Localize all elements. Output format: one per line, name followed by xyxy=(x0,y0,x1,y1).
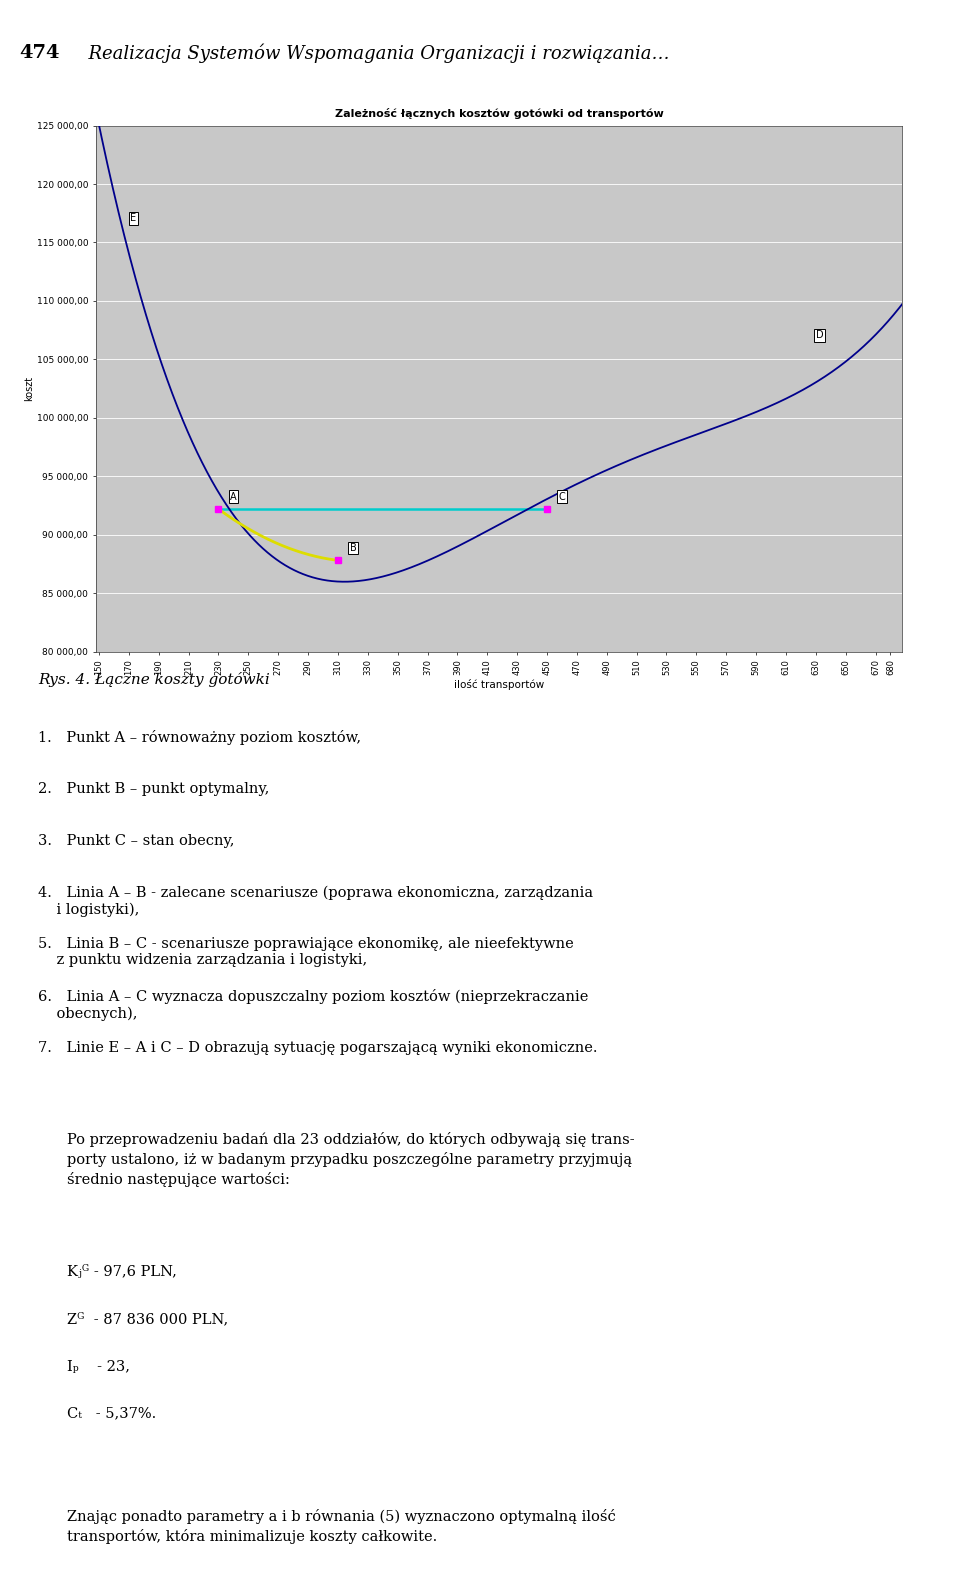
Text: Znając ponadto parametry a i b równania (5) wyznaczono optymalną ilość
transport: Znając ponadto parametry a i b równania … xyxy=(67,1509,616,1543)
Text: 6. Linia A – C wyznacza dopuszczalny poziom kosztów (nieprzekraczanie
    obecny: 6. Linia A – C wyznacza dopuszczalny poz… xyxy=(38,989,588,1020)
Y-axis label: koszt: koszt xyxy=(24,375,34,402)
Text: Cₜ   - 5,37%.: Cₜ - 5,37%. xyxy=(67,1407,156,1421)
Text: E: E xyxy=(131,214,136,223)
Text: Zᴳ  - 87 836 000 PLN,: Zᴳ - 87 836 000 PLN, xyxy=(67,1313,228,1327)
Text: C: C xyxy=(559,491,565,501)
Text: Rys. 4. Łączne koszty gotówki: Rys. 4. Łączne koszty gotówki xyxy=(38,672,270,688)
Text: 7. Linie E – A i C – D obrazują sytuację pogarszającą wyniki ekonomiczne.: 7. Linie E – A i C – D obrazują sytuację… xyxy=(38,1041,598,1055)
Text: D: D xyxy=(816,330,824,341)
Text: Iₚ    - 23,: Iₚ - 23, xyxy=(67,1360,131,1374)
Text: 3. Punkt C – stan obecny,: 3. Punkt C – stan obecny, xyxy=(38,834,235,848)
Text: 5. Linia B – C - scenariusze poprawiające ekonomikę, ale nieefektywne
    z punk: 5. Linia B – C - scenariusze poprawiając… xyxy=(38,937,574,967)
Text: 1. Punkt A – równoważny poziom kosztów,: 1. Punkt A – równoważny poziom kosztów, xyxy=(38,730,362,746)
Title: Zależność łącznych kosztów gotówki od transportów: Zależność łącznych kosztów gotówki od tr… xyxy=(335,108,663,119)
Text: Kⱼᴳ - 97,6 PLN,: Kⱼᴳ - 97,6 PLN, xyxy=(67,1265,177,1280)
Text: A: A xyxy=(230,491,237,501)
Text: 4. Linia A – B - zalecane scenariusze (poprawa ekonomiczna, zarządzania
    i lo: 4. Linia A – B - zalecane scenariusze (p… xyxy=(38,885,593,917)
Text: B: B xyxy=(349,543,356,553)
X-axis label: ilość transportów: ilość transportów xyxy=(454,680,544,691)
Text: Realizacja Systemów Wspomagania Organizacji i rozwiązania…: Realizacja Systemów Wspomagania Organiza… xyxy=(77,44,669,63)
Text: 474: 474 xyxy=(19,44,60,61)
Text: Po przeprowadzeniu badań dla 23 oddziałów, do których odbywają się trans-
porty : Po przeprowadzeniu badań dla 23 oddziałó… xyxy=(67,1132,635,1187)
Text: 2. Punkt B – punkt optymalny,: 2. Punkt B – punkt optymalny, xyxy=(38,782,270,796)
